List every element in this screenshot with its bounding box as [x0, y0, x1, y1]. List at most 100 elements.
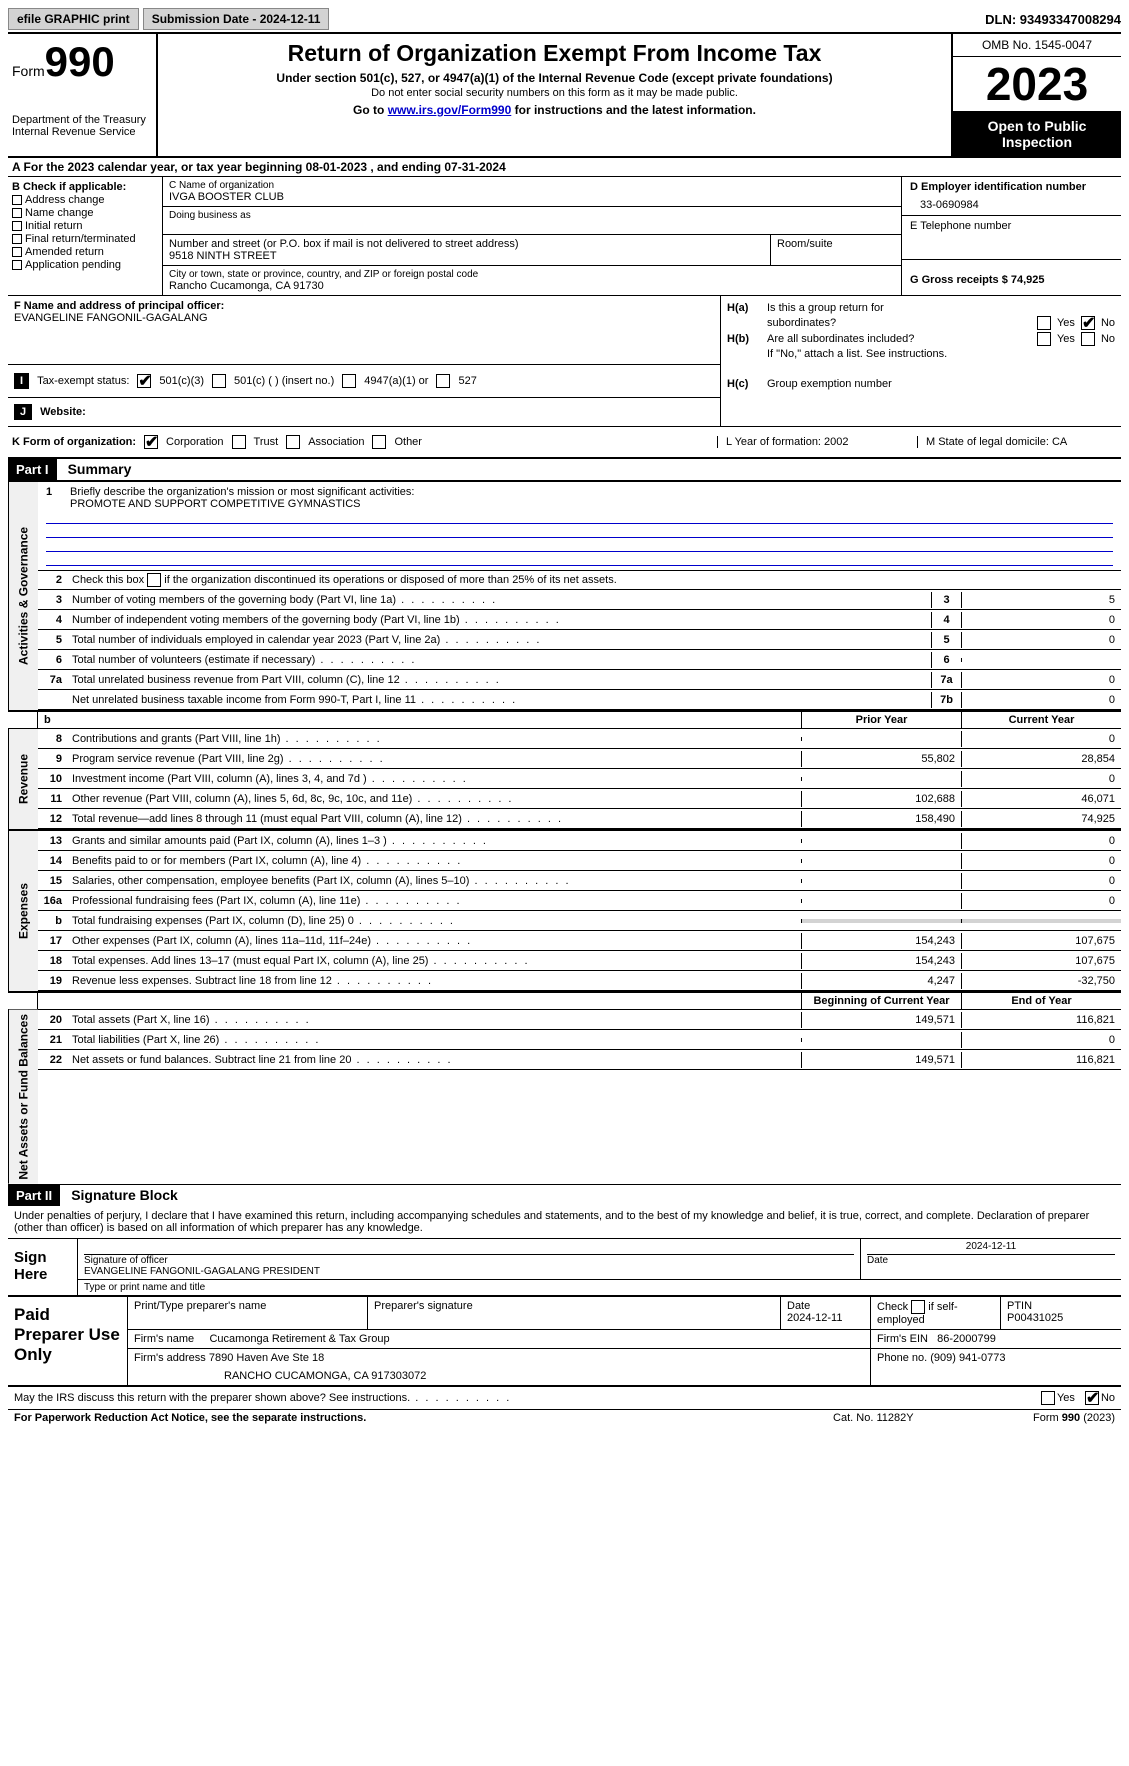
- chk-501c[interactable]: [212, 374, 226, 388]
- part1-badge: Part I: [8, 459, 57, 480]
- hdr-curr: Current Year: [961, 712, 1121, 728]
- chk-trust[interactable]: [232, 435, 246, 449]
- ha-yes: Yes: [1057, 317, 1075, 329]
- irs-link[interactable]: www.irs.gov/Form990: [388, 103, 512, 117]
- lbl-527: 527: [458, 375, 476, 387]
- mission-value: PROMOTE AND SUPPORT COMPETITIVE GYMNASTI…: [70, 498, 1113, 510]
- summary-line-20: 20Total assets (Part X, line 16)149,5711…: [38, 1010, 1121, 1030]
- header-mid: Return of Organization Exempt From Incom…: [158, 34, 951, 156]
- prep-firm-line: Firm's name Cucamonga Retirement & Tax G…: [128, 1330, 1121, 1349]
- col-h-group: H(a) Is this a group return for subordin…: [721, 296, 1121, 426]
- chk-501c3[interactable]: [137, 374, 151, 388]
- chk-ha-no[interactable]: [1081, 316, 1095, 330]
- subtitle-2: Do not enter social security numbers on …: [164, 87, 945, 99]
- room-cell: Room/suite: [771, 235, 901, 265]
- summary-line-4: 4Number of independent voting members of…: [38, 610, 1121, 630]
- hdr-begin: Beginning of Current Year: [801, 993, 961, 1009]
- chk-4947[interactable]: [342, 374, 356, 388]
- hb-text: Are all subordinates included?: [767, 333, 1037, 345]
- sub3-pre: Go to: [353, 103, 388, 117]
- summary-line-3: 3Number of voting members of the governi…: [38, 590, 1121, 610]
- form-footer: Form 990 (2023): [1033, 1412, 1115, 1424]
- chk-assoc[interactable]: [286, 435, 300, 449]
- lbl-initial: Initial return: [25, 220, 82, 232]
- firm-name: Firm's name Cucamonga Retirement & Tax G…: [128, 1330, 871, 1348]
- footer-final: For Paperwork Reduction Act Notice, see …: [8, 1410, 1121, 1426]
- summary-line-7a: 7aTotal unrelated business revenue from …: [38, 670, 1121, 690]
- summary-line-16a: 16aProfessional fundraising fees (Part I…: [38, 891, 1121, 911]
- chk-name-change[interactable]: Name change: [12, 207, 158, 219]
- dept-treasury: Department of the Treasury: [12, 114, 152, 126]
- prep-date-hdr: Date2024-12-11: [781, 1297, 871, 1329]
- sig-officer-value: EVANGELINE FANGONIL-GAGALANG PRESIDENT: [84, 1266, 854, 1277]
- row-a-tax-year: A For the 2023 calendar year, or tax yea…: [8, 158, 1121, 177]
- k-state-domicile: M State of legal domicile: CA: [917, 436, 1117, 448]
- org-name-row: C Name of organization IVGA BOOSTER CLUB: [163, 177, 901, 207]
- lbl-corp: Corporation: [166, 436, 223, 448]
- room-label: Room/suite: [777, 238, 895, 250]
- hdr-end: End of Year: [961, 993, 1121, 1009]
- top-bar: efile GRAPHIC print Submission Date - 20…: [8, 8, 1121, 34]
- summary-governance: Activities & Governance 1Briefly describ…: [8, 481, 1121, 710]
- ha-text1: Is this a group return for: [767, 302, 1115, 314]
- dept-irs: Internal Revenue Service: [12, 126, 152, 138]
- rev-body: 8Contributions and grants (Part VIII, li…: [38, 729, 1121, 829]
- form-word: Form: [12, 63, 45, 79]
- submission-date-button[interactable]: Submission Date - 2024-12-11: [143, 8, 330, 30]
- sign-here-row: Sign Here Signature of officer EVANGELIN…: [8, 1239, 1121, 1297]
- sig-line2: Type or print name and title: [78, 1280, 1121, 1295]
- summary-line-13: 13Grants and similar amounts paid (Part …: [38, 831, 1121, 851]
- chk-discuss-yes[interactable]: [1041, 1391, 1055, 1405]
- k-label: K Form of organization:: [12, 436, 136, 448]
- col-d-right: D Employer identification number 33-0690…: [901, 177, 1121, 295]
- subtitle-1: Under section 501(c), 527, or 4947(a)(1)…: [164, 71, 945, 85]
- officer-label: F Name and address of principal officer:: [14, 300, 714, 312]
- chk-self-employed[interactable]: [911, 1300, 925, 1314]
- chk-final-return[interactable]: Final return/terminated: [12, 233, 158, 245]
- side-net: Net Assets or Fund Balances: [8, 1010, 38, 1184]
- addr-value: 9518 NINTH STREET: [169, 250, 764, 262]
- chk-ha-yes[interactable]: [1037, 316, 1051, 330]
- part1-header-row: Part I Summary: [8, 459, 1121, 481]
- org-name-label: C Name of organization: [169, 180, 895, 191]
- lbl-501c3: 501(c)(3): [159, 375, 204, 387]
- sign-right: Signature of officer EVANGELINE FANGONIL…: [78, 1239, 1121, 1295]
- chk-address-change[interactable]: Address change: [12, 194, 158, 206]
- chk-other[interactable]: [372, 435, 386, 449]
- col-f-officer: F Name and address of principal officer:…: [8, 296, 721, 426]
- colb-title: B Check if applicable:: [12, 181, 158, 193]
- dba-row: Doing business as: [163, 207, 901, 235]
- row-i-tax-status: I Tax-exempt status: 501(c)(3) 501(c) ( …: [8, 364, 720, 397]
- mission-label: Briefly describe the organization's miss…: [70, 486, 414, 498]
- chk-app-pending[interactable]: Application pending: [12, 259, 158, 271]
- sig-declaration: Under penalties of perjury, I declare th…: [8, 1206, 1121, 1239]
- address-cell: Number and street (or P.O. box if mail i…: [163, 235, 771, 265]
- addr-label: Number and street (or P.O. box if mail i…: [169, 238, 764, 250]
- chk-corp[interactable]: [144, 435, 158, 449]
- hb-note: If "No," attach a list. See instructions…: [767, 348, 1115, 360]
- type-print-label: Type or print name and title: [78, 1280, 1121, 1295]
- col-headers-rev: b Prior Year Current Year: [8, 710, 1121, 729]
- efile-print-button[interactable]: efile GRAPHIC print: [8, 8, 139, 30]
- firm-phone: Phone no. (909) 941-0773: [871, 1349, 1121, 1385]
- summary-line-8: 8Contributions and grants (Part VIII, li…: [38, 729, 1121, 749]
- form-num-big: 990: [45, 38, 115, 85]
- line1-mission: 1Briefly describe the organization's mis…: [38, 482, 1121, 570]
- chk-527[interactable]: [436, 374, 450, 388]
- city-row: City or town, state or province, country…: [163, 266, 901, 295]
- hc-row: H(c) Group exemption number: [727, 378, 1115, 390]
- chk-discontinued[interactable]: [147, 573, 161, 587]
- lbl-name: Name change: [25, 207, 94, 219]
- chk-discuss-no[interactable]: [1085, 1391, 1099, 1405]
- ein-value: 33-0690984: [910, 199, 1113, 211]
- hline3: [46, 538, 1113, 552]
- chk-hb-no[interactable]: [1081, 332, 1095, 346]
- form-header: Form990 Department of the Treasury Inter…: [8, 34, 1121, 158]
- hb-no: No: [1101, 333, 1115, 345]
- hb-label: H(b): [727, 333, 767, 345]
- discuss-yes: Yes: [1057, 1392, 1075, 1404]
- chk-initial-return[interactable]: Initial return: [12, 220, 158, 232]
- sig-line1: Signature of officer EVANGELINE FANGONIL…: [78, 1239, 1121, 1280]
- chk-amended[interactable]: Amended return: [12, 246, 158, 258]
- chk-hb-yes[interactable]: [1037, 332, 1051, 346]
